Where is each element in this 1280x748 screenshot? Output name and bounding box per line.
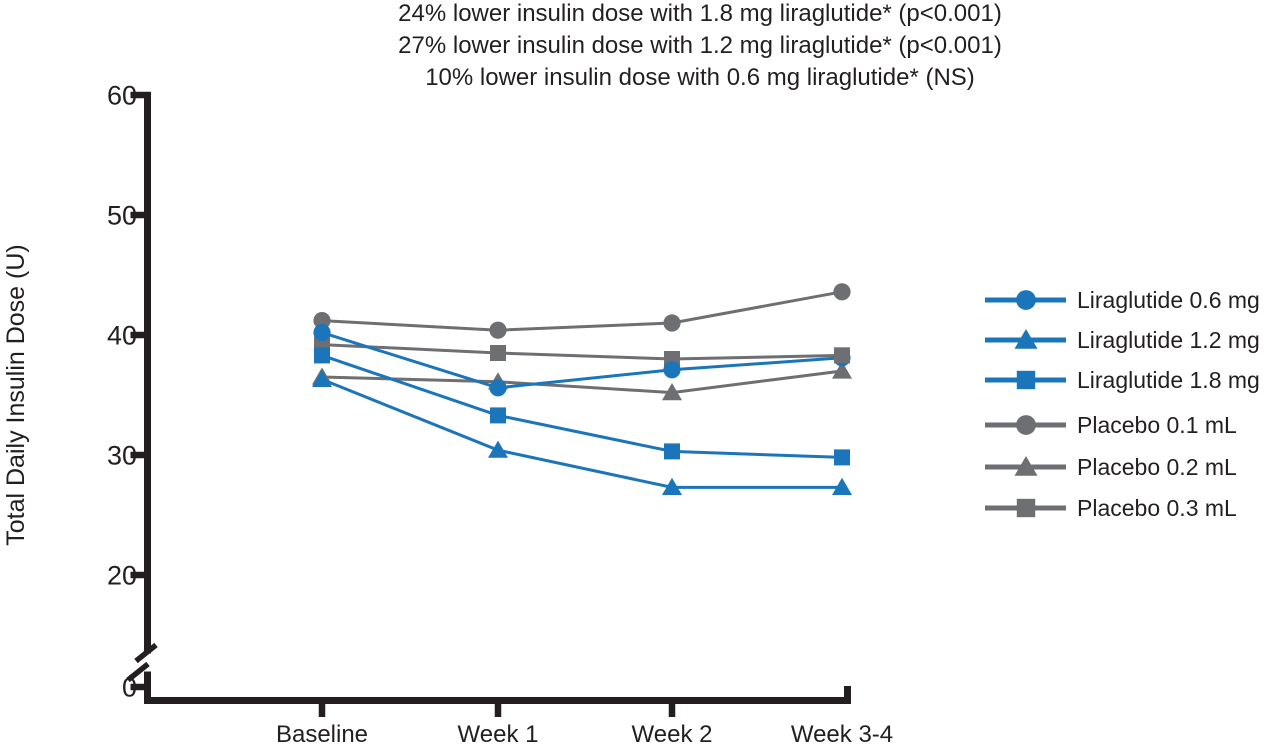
y-tick-label-0: 0 <box>122 673 137 703</box>
marker-placebo-0-1-ml-week-3-4 <box>833 283 851 301</box>
series-line-placebo-0-2-ml <box>321 369 843 395</box>
marker-liraglutide-0-6-mg-week-2 <box>663 361 681 379</box>
x-label-week-3-4: Week 3-4 <box>791 721 893 748</box>
legend-label-placebo-0-2-ml: Placebo 0.2 mL <box>1077 454 1237 480</box>
marker-placebo-0-2-ml-week-3-4 <box>832 361 852 379</box>
series-line-liraglutide-1-2-mg <box>321 378 842 489</box>
legend-circle-icon-liraglutide-0-6-mg <box>1016 290 1036 310</box>
marker-placebo-0-3-ml-week-1 <box>490 345 506 361</box>
legend-label-liraglutide-1-8-mg: Liraglutide 1.8 mg <box>1077 367 1260 393</box>
y-tick-label-50: 50 <box>107 201 137 231</box>
marker-liraglutide-1-2-mg-week-1 <box>488 440 508 458</box>
marker-placebo-0-1-ml-baseline <box>313 312 331 330</box>
y-tick-label-40: 40 <box>107 321 137 351</box>
legend-square-icon-liraglutide-1-8-mg <box>1016 370 1036 390</box>
y-axis-title: Total Daily Insulin Dose (U) <box>2 244 30 546</box>
x-label-baseline: Baseline <box>276 721 368 748</box>
title-line-2: 27% lower insulin dose with 1.2 mg lirag… <box>398 32 1002 60</box>
y-tick-label-60: 60 <box>107 81 137 111</box>
marker-liraglutide-1-2-mg-baseline <box>312 369 332 387</box>
legend-label-liraglutide-0-6-mg: Liraglutide 0.6 mg <box>1077 287 1260 313</box>
marker-liraglutide-1-8-mg-week-3-4 <box>834 449 850 466</box>
legend-square-icon-placebo-0-3-ml <box>1016 498 1036 518</box>
legend-circle-icon-placebo-0-1-ml <box>1016 415 1036 435</box>
marker-placebo-0-2-ml-week-2 <box>662 383 682 401</box>
marker-liraglutide-1-2-mg-week-3-4 <box>832 477 852 495</box>
chart-title-block: 24% lower insulin dose with 1.8 mg lirag… <box>330 0 1070 95</box>
marker-liraglutide-1-8-mg-week-1 <box>490 407 506 424</box>
title-line-1: 24% lower insulin dose with 1.8 mg lirag… <box>398 0 1002 27</box>
legend-triangle-icon-liraglutide-1-2-mg <box>1014 328 1038 349</box>
marker-liraglutide-1-8-mg-baseline <box>314 347 330 364</box>
marker-liraglutide-1-8-mg-week-2 <box>664 443 680 460</box>
marker-liraglutide-0-6-mg-week-1 <box>489 379 507 397</box>
series-line-placebo-0-3-ml <box>321 343 843 361</box>
y-tick-label-20: 20 <box>107 561 137 591</box>
y-tick-label-30: 30 <box>107 441 137 471</box>
series-line-liraglutide-1-8-mg <box>321 353 843 459</box>
marker-placebo-0-1-ml-week-2 <box>663 314 681 332</box>
marker-liraglutide-1-2-mg-week-2 <box>662 477 682 495</box>
marker-placebo-0-1-ml-week-1 <box>489 321 507 339</box>
legend-label-liraglutide-1-2-mg: Liraglutide 1.2 mg <box>1077 327 1260 353</box>
x-label-week-1: Week 1 <box>458 721 539 748</box>
x-label-week-2: Week 2 <box>632 721 713 748</box>
title-line-3: 10% lower insulin dose with 0.6 mg lirag… <box>425 64 975 92</box>
series-line-placebo-0-1-ml <box>321 290 843 332</box>
axis-break-slash-upper <box>134 642 158 664</box>
legend-label-placebo-0-1-ml: Placebo 0.1 mL <box>1077 412 1237 438</box>
axis-break-slash-lower <box>126 661 150 683</box>
marker-overlay-placebo-0-3-ml <box>834 347 850 364</box>
marker-liraglutide-0-6-mg-baseline <box>313 324 331 342</box>
series-line-liraglutide-0-6-mg <box>321 331 843 390</box>
legend-label-placebo-0-3-ml: Placebo 0.3 mL <box>1077 495 1237 521</box>
legend-triangle-icon-placebo-0-2-ml <box>1014 455 1038 476</box>
